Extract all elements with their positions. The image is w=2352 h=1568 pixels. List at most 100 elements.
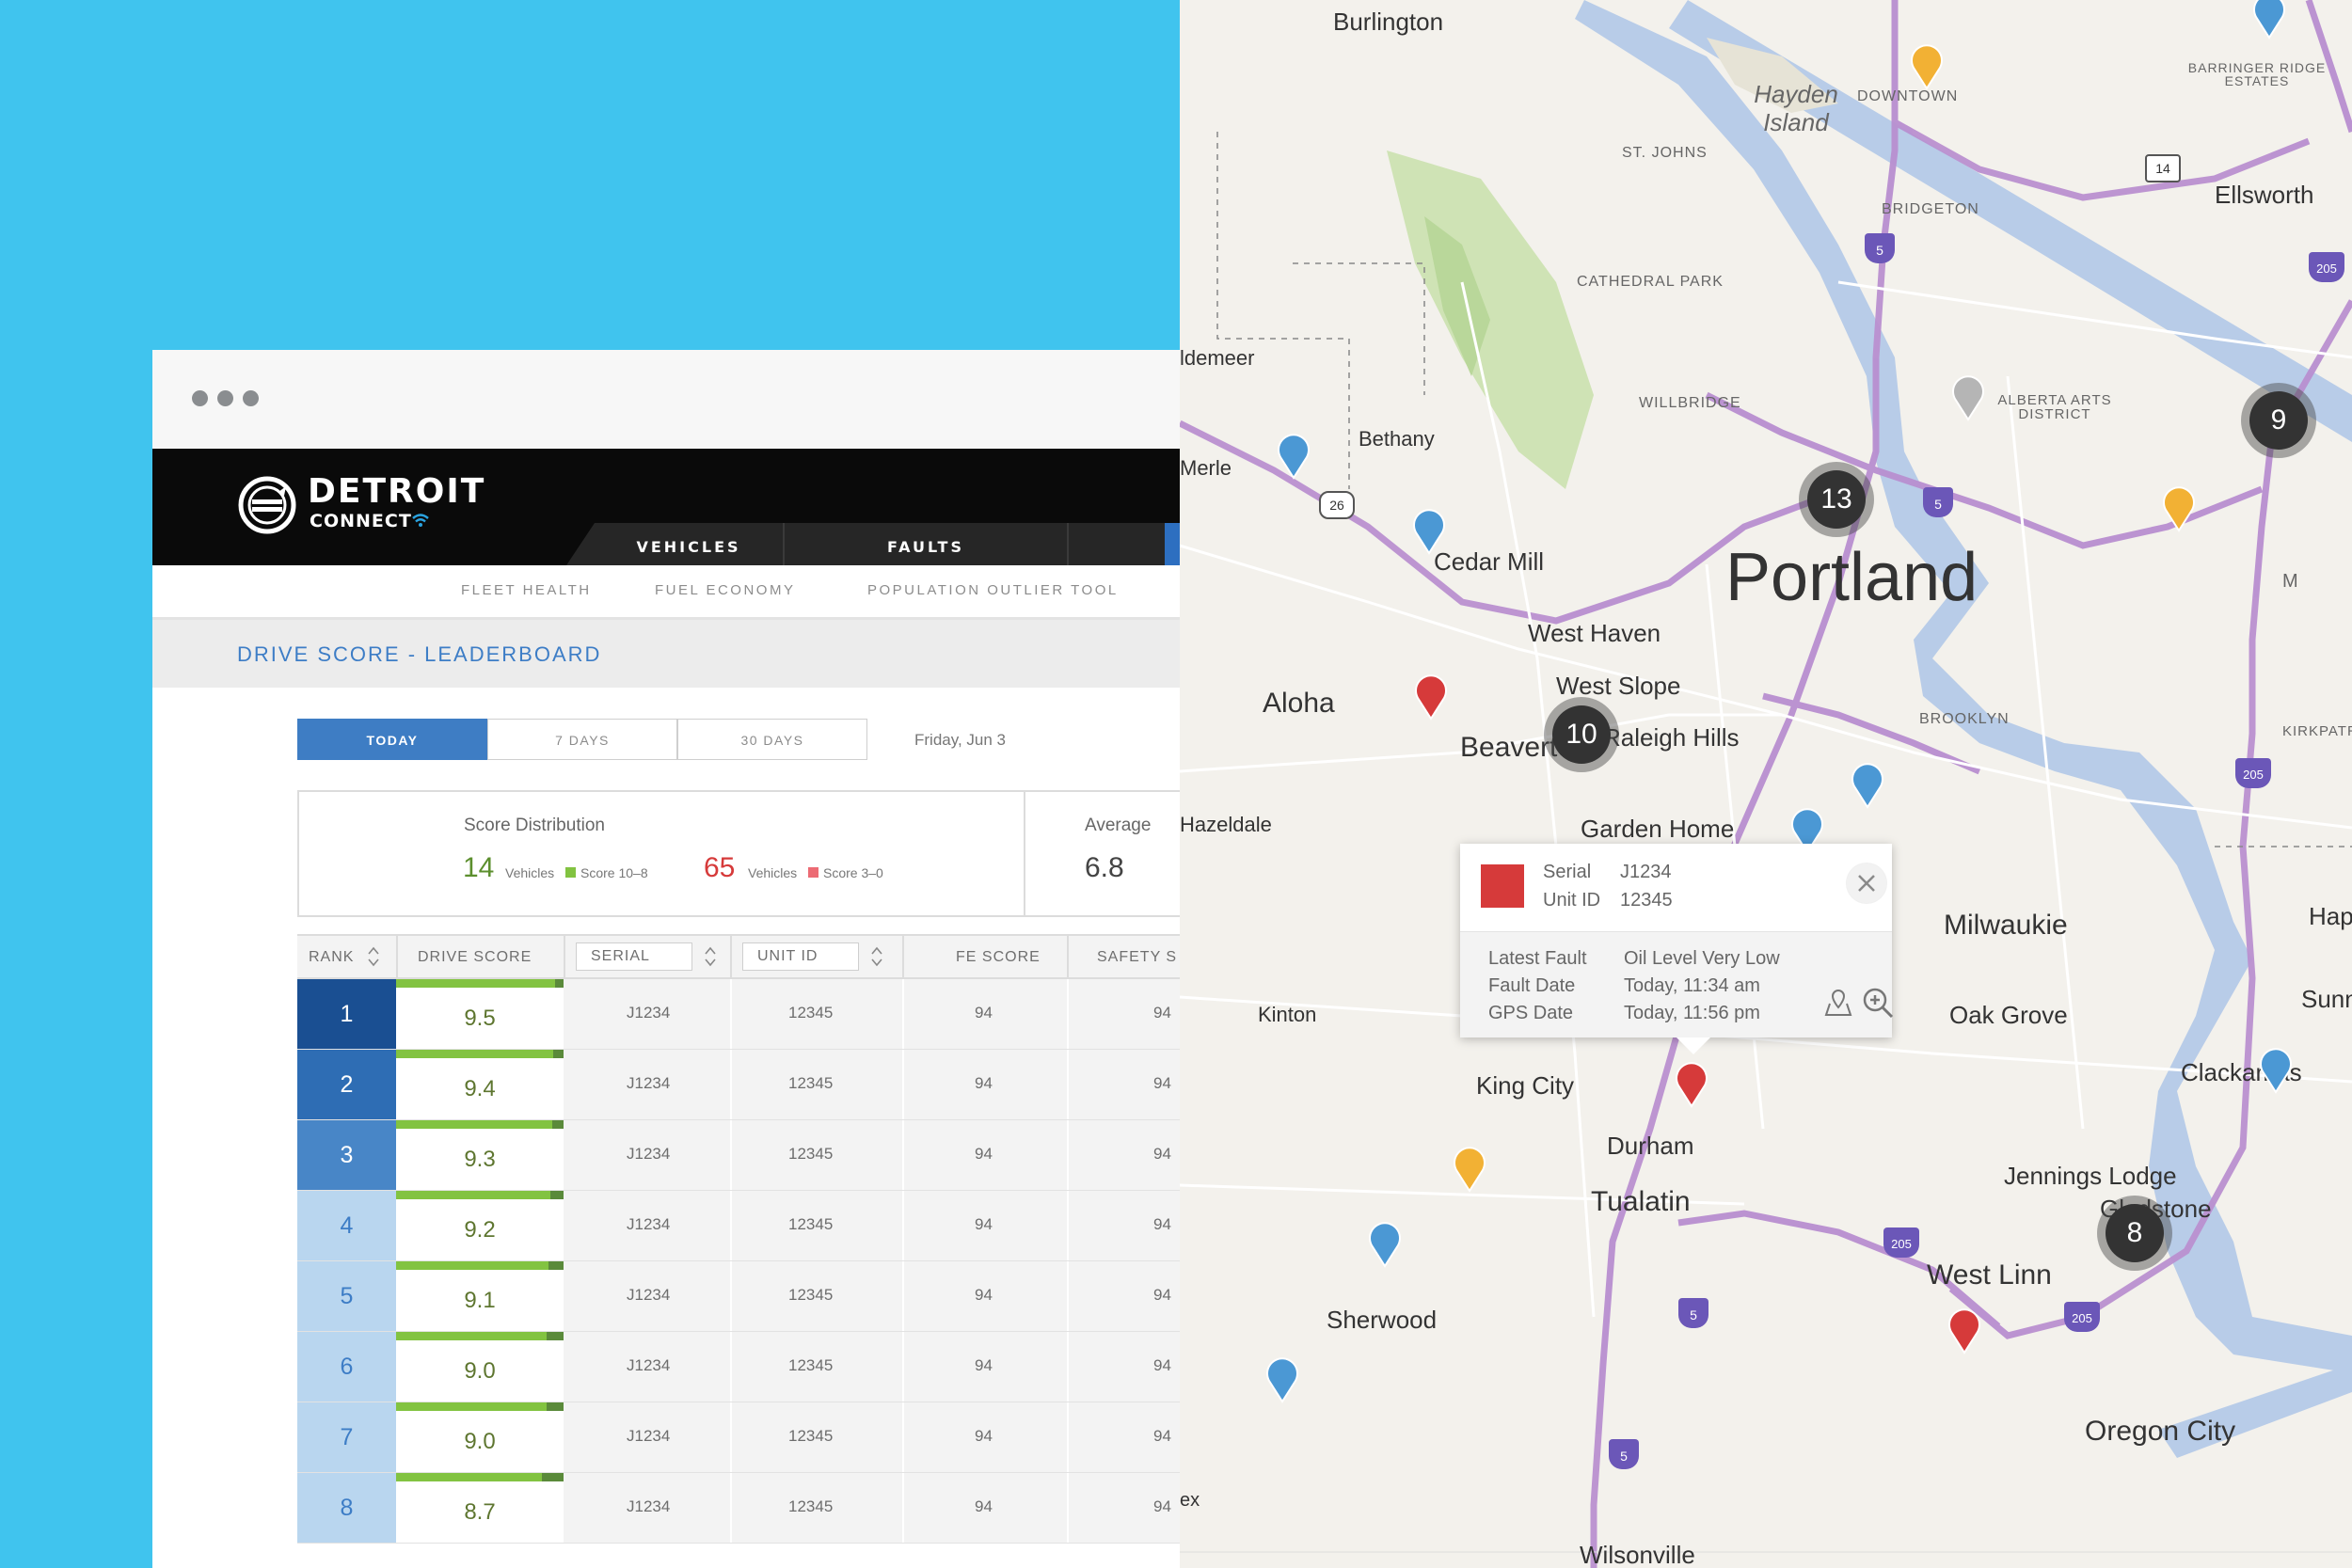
unit-id-cell: 12345 (788, 1356, 834, 1374)
serial-filter[interactable]: SERIAL (576, 942, 692, 971)
table-row[interactable]: 2 9.4 J1234 12345 94 94 (297, 1050, 1180, 1120)
vehicle-pin-red-selected[interactable] (1674, 1061, 1709, 1108)
zoom-in-icon[interactable] (1860, 985, 1896, 1021)
map-label: ex (1180, 1490, 1200, 1511)
vehicle-pin-gray[interactable] (1950, 374, 1986, 421)
fleet-map[interactable]: Burlington Hayden Island DOWNTOWN BARRIN… (1180, 0, 2352, 1568)
tab-faults[interactable]: FAULTS (887, 538, 964, 556)
map-label: Hayden Island (1754, 80, 1838, 136)
sort-icon[interactable] (367, 945, 380, 968)
table-row[interactable]: 7 9.0 J1234 12345 94 94 (297, 1402, 1180, 1473)
vehicle-pin-blue[interactable] (1276, 433, 1311, 480)
col-rank-header[interactable]: RANK (309, 949, 355, 965)
map-label: Hazeldale (1180, 813, 1272, 836)
current-date: Friday, Jun 3 (914, 731, 1007, 749)
subnav-fuel-economy[interactable]: FUEL ECONOMY (655, 582, 796, 598)
drive-score-bar (396, 979, 555, 988)
vehicle-pin-blue[interactable] (1367, 1221, 1403, 1268)
nav-divider (1067, 523, 1069, 565)
safety-score-cell: 94 (1153, 1215, 1171, 1233)
map-label: Oregon City (2085, 1416, 2236, 1447)
drive-score-bar (396, 1261, 548, 1270)
table-row[interactable]: 8 8.7 J1234 12345 94 94 (297, 1473, 1180, 1544)
vehicle-pin-yellow[interactable] (1452, 1146, 1487, 1193)
col-separator (730, 936, 732, 977)
window-dot[interactable] (243, 390, 259, 406)
sort-icon[interactable] (704, 945, 717, 968)
table-row[interactable]: 6 9.0 J1234 12345 94 94 (297, 1332, 1180, 1402)
table-row[interactable]: 1 9.5 J1234 12345 94 94 (297, 979, 1180, 1050)
vehicle-pin-red[interactable] (1947, 1307, 1982, 1354)
col-safety-score-header[interactable]: SAFETY S (1097, 949, 1178, 965)
drive-score-value: 9.5 (464, 1006, 496, 1031)
table-row[interactable]: 3 9.3 J1234 12345 94 94 (297, 1120, 1180, 1191)
drive-score-bar-rest (553, 1050, 564, 1058)
vehicle-pin-red[interactable] (1413, 673, 1449, 721)
detroit-logo-icon (238, 476, 296, 534)
latest-fault-value: Oil Level Very Low (1624, 948, 1780, 969)
row-separator (902, 1473, 904, 1543)
locate-vehicle-icon[interactable] (1822, 987, 1854, 1019)
subnav-population-outlier-tool[interactable]: POPULATION OUTLIER TOOL (867, 582, 1119, 598)
row-separator (1067, 1050, 1069, 1119)
vehicle-pin-yellow[interactable] (2161, 485, 2197, 532)
fault-popup: Serial J1234 Unit ID 12345 Latest Fault … (1460, 844, 1894, 1054)
col-drive-score-header[interactable]: DRIVE SCORE (418, 949, 532, 965)
map-label: Sunny (2301, 985, 2352, 1013)
range-tab-today[interactable]: TODAY (297, 719, 487, 760)
sort-icon[interactable] (870, 945, 883, 968)
unit-id-filter[interactable]: UNIT ID (742, 942, 859, 971)
scorecard-divider (1024, 792, 1025, 915)
subnav-fleet-health[interactable]: FLEET HEALTH (461, 582, 592, 598)
range-tab-7-days[interactable]: 7 DAYS (487, 719, 677, 760)
table-row[interactable]: 5 9.1 J1234 12345 94 94 (297, 1261, 1180, 1332)
row-separator (1067, 1332, 1069, 1402)
highway-217 (1677, 1210, 2001, 1329)
hayden-island (1707, 38, 1838, 113)
vehicle-pin-blue[interactable] (1411, 508, 1447, 555)
vehicle-cluster[interactable]: 13 (1807, 470, 1866, 529)
map-label: M (2282, 571, 2298, 592)
fault-status-swatch (1481, 864, 1524, 908)
gps-date-value: Today, 11:56 pm (1624, 1003, 1760, 1023)
col-separator (564, 936, 565, 977)
vehicle-pin-blue[interactable] (1789, 807, 1825, 854)
range-tab-30-days[interactable]: 30 DAYS (677, 719, 867, 760)
page-title-bar: DRIVE SCORE - LEADERBOARD (152, 620, 1180, 688)
highway-14 (1893, 119, 2311, 201)
nav-divider (783, 523, 785, 565)
main-nav: VEHICLES FAULTS (566, 523, 1180, 565)
map-label: Kinton (1258, 1003, 1317, 1026)
vehicle-pin-yellow[interactable] (1909, 43, 1945, 90)
interstate-shield: 205 (1883, 1227, 1919, 1258)
vehicle-pin-blue[interactable] (2251, 0, 2287, 40)
col-fe-score-header[interactable]: FE SCORE (956, 949, 1041, 965)
rank-cell: 3 (297, 1120, 396, 1190)
row-separator (902, 1332, 904, 1402)
drive-score-value: 9.1 (464, 1288, 496, 1313)
interstate-shield: 205 (2064, 1302, 2100, 1332)
vehicle-cluster[interactable]: 9 (2249, 391, 2308, 450)
map-label: Jennings Lodge (2004, 1162, 2177, 1190)
map-label: Tualatin (1591, 1186, 1691, 1217)
map-label: WILLBRIDGE (1639, 395, 1741, 411)
table-row[interactable]: 4 9.2 J1234 12345 94 94 (297, 1191, 1180, 1261)
tab-vehicles[interactable]: VEHICLES (636, 538, 741, 556)
vehicle-pin-blue[interactable] (1850, 762, 1885, 809)
safety-score-cell: 94 (1153, 1427, 1171, 1445)
vehicle-pin-blue[interactable] (1264, 1356, 1300, 1403)
window-dot[interactable] (217, 390, 233, 406)
drive-score-bar-rest (542, 1473, 564, 1481)
vehicle-cluster[interactable]: 10 (1552, 705, 1611, 764)
drive-score-value: 9.4 (464, 1076, 496, 1101)
map-label: Burlington (1333, 8, 1444, 36)
bad-score-swatch (808, 867, 818, 878)
close-icon[interactable] (1846, 863, 1887, 904)
average-label: Average (1085, 816, 1152, 835)
clackamas-river (2158, 1364, 2352, 1458)
vehicle-pin-blue[interactable] (2258, 1047, 2294, 1094)
window-dot[interactable] (192, 390, 208, 406)
row-separator (902, 979, 904, 1049)
row-separator (730, 1050, 732, 1119)
vehicle-cluster[interactable]: 8 (2106, 1204, 2164, 1262)
